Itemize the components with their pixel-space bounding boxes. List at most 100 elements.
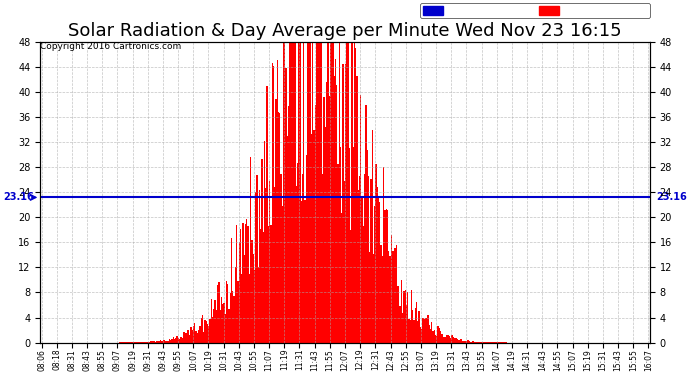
Bar — [349, 148, 350, 343]
Bar — [392, 251, 393, 343]
Bar — [152, 341, 154, 343]
Bar — [215, 300, 216, 343]
Bar — [395, 245, 397, 343]
Bar — [313, 130, 315, 343]
Bar — [290, 42, 292, 343]
Bar — [283, 42, 284, 343]
Bar — [448, 334, 449, 343]
Bar — [280, 174, 282, 343]
Bar — [341, 213, 342, 343]
Bar — [184, 332, 186, 343]
Bar — [421, 328, 422, 343]
Bar — [365, 105, 366, 343]
Bar — [362, 196, 363, 343]
Bar — [354, 42, 355, 343]
Bar — [322, 174, 324, 343]
Bar — [340, 147, 341, 343]
Bar — [339, 42, 340, 343]
Bar — [459, 340, 460, 343]
Bar — [199, 326, 201, 343]
Bar — [222, 304, 224, 343]
Bar — [248, 274, 250, 343]
Bar — [301, 201, 302, 343]
Bar — [475, 342, 477, 343]
Bar — [297, 164, 298, 343]
Bar — [388, 252, 389, 343]
Bar — [159, 341, 160, 343]
Bar — [484, 342, 486, 343]
Bar — [293, 42, 295, 343]
Bar — [344, 181, 345, 343]
Bar — [266, 86, 268, 343]
Bar — [417, 321, 419, 343]
Bar — [270, 225, 271, 343]
Bar — [415, 308, 416, 343]
Bar — [195, 331, 197, 343]
Bar — [246, 219, 248, 343]
Bar — [335, 59, 336, 343]
Bar — [466, 340, 468, 343]
Bar — [269, 181, 270, 343]
Bar — [491, 342, 492, 343]
Title: Solar Radiation & Day Average per Minute Wed Nov 23 16:15: Solar Radiation & Day Average per Minute… — [68, 22, 622, 40]
Bar — [282, 206, 283, 343]
Bar — [472, 341, 473, 343]
Bar — [455, 338, 457, 343]
Bar — [360, 95, 362, 343]
Bar — [440, 331, 442, 343]
Bar — [336, 85, 337, 343]
Bar — [324, 97, 325, 343]
Bar — [384, 210, 386, 343]
Bar — [310, 134, 312, 343]
Bar — [442, 337, 444, 343]
Bar — [318, 42, 319, 343]
Bar — [242, 224, 244, 343]
Bar — [144, 342, 145, 343]
Bar — [235, 267, 236, 343]
Bar — [206, 321, 207, 343]
Bar — [210, 299, 212, 343]
Bar — [427, 315, 428, 343]
Bar — [374, 206, 375, 343]
Bar — [190, 327, 192, 343]
Bar — [463, 341, 464, 343]
Bar — [346, 42, 348, 343]
Bar — [212, 316, 213, 343]
Bar — [333, 76, 335, 343]
Text: 23.16: 23.16 — [656, 192, 687, 202]
Bar — [434, 330, 435, 343]
Bar — [439, 328, 440, 343]
Bar — [251, 240, 253, 343]
Bar — [363, 226, 364, 343]
Bar — [464, 341, 465, 343]
Bar — [413, 320, 415, 343]
Bar — [163, 340, 164, 343]
Bar — [224, 303, 225, 343]
Bar — [420, 327, 421, 343]
Bar — [337, 164, 339, 343]
Bar — [288, 106, 289, 343]
Bar — [331, 42, 333, 343]
Bar — [140, 342, 141, 343]
Bar — [133, 342, 135, 343]
Bar — [457, 340, 459, 343]
Bar — [483, 342, 484, 343]
Bar — [408, 320, 410, 343]
Bar — [378, 198, 380, 343]
Bar — [175, 338, 177, 343]
Bar — [233, 296, 235, 343]
Bar — [383, 167, 384, 343]
Bar — [382, 256, 383, 343]
Bar — [446, 335, 448, 343]
Bar — [411, 291, 412, 343]
Bar — [189, 335, 190, 343]
Bar — [435, 335, 436, 343]
Bar — [449, 336, 450, 343]
Bar — [194, 323, 195, 343]
Bar — [284, 42, 286, 343]
Bar — [197, 333, 198, 343]
Bar — [292, 42, 293, 343]
Bar — [183, 332, 184, 343]
Bar — [428, 324, 430, 343]
Bar — [316, 42, 317, 343]
